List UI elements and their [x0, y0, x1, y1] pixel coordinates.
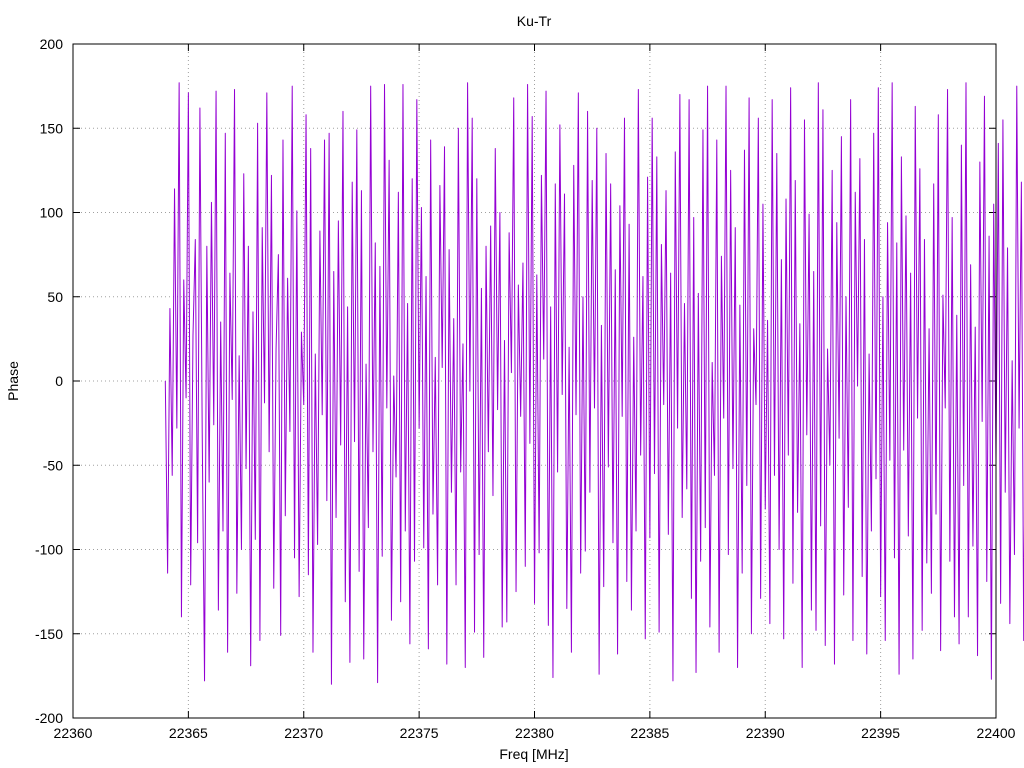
x-tick-label: 22380 [515, 725, 554, 741]
x-tick-labels: 22360 22365 22370 22375 22380 22385 22390 22395… [54, 725, 1016, 741]
x-tick-label: 22395 [861, 725, 900, 741]
y-tick-label: -200 [35, 710, 63, 726]
y-tick-label: 50 [47, 289, 63, 305]
y-tick-label: 200 [40, 36, 64, 52]
phase-series-line [164, 82, 1024, 685]
y-tick-label: -150 [35, 626, 63, 642]
y-tick-label: -50 [43, 457, 63, 473]
y-axis-label: Phase [5, 361, 21, 401]
x-tick-label: 22375 [400, 725, 439, 741]
x-tick-label: 22400 [977, 725, 1016, 741]
x-tick-label: 22385 [630, 725, 669, 741]
y-tick-labels: -200 -150 -100 -50 0 50 100 150 200 [35, 36, 63, 726]
plot-border [72, 43, 997, 719]
x-tick-label: 22360 [54, 725, 93, 741]
x-tick-label: 22370 [284, 725, 323, 741]
y-tick-label: 0 [55, 373, 63, 389]
x-tick-label: 22365 [169, 725, 208, 741]
x-tick-label: 22390 [746, 725, 785, 741]
x-axis-label: Freq [MHz] [499, 746, 568, 762]
chart-title: Ku-Tr [517, 13, 552, 29]
y-tick-label: 100 [40, 205, 64, 221]
data-series [164, 82, 1024, 685]
y-tick-label: 150 [40, 120, 64, 136]
y-tick-label: -100 [35, 542, 63, 558]
